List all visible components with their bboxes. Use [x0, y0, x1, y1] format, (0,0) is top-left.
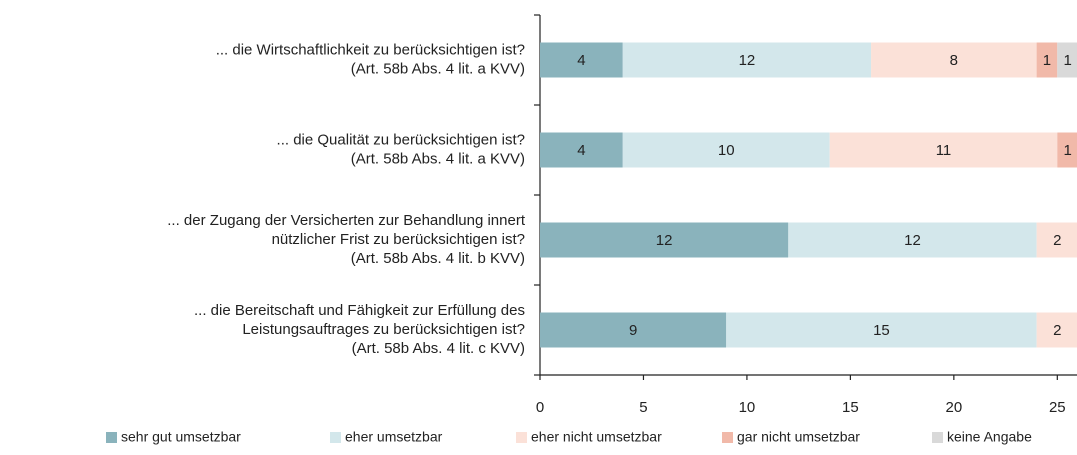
category-label: ... die Wirtschaftlichkeit zu berücksich… — [216, 41, 525, 58]
bar-segment — [1057, 132, 1077, 168]
bar-segment — [1036, 42, 1058, 78]
legend-swatch — [932, 432, 943, 443]
data-label: 9 — [629, 322, 637, 339]
legend-swatch — [516, 432, 527, 443]
bar-segment — [1036, 222, 1077, 258]
x-tick-label: 25 — [1049, 399, 1066, 416]
bar-segment — [788, 222, 1037, 258]
legend-swatch — [106, 432, 117, 443]
legend-label: gar nicht umsetzbar — [737, 429, 860, 445]
data-label: 15 — [873, 322, 890, 339]
category-label: ... die Qualität zu berücksichtigen ist? — [277, 131, 525, 148]
data-label: 1 — [1043, 52, 1051, 69]
bar-segment — [540, 132, 623, 168]
data-label: 10 — [718, 142, 735, 159]
bar-segment — [1057, 42, 1077, 78]
bar-segment — [622, 132, 830, 168]
legend-label: sehr gut umsetzbar — [121, 429, 241, 445]
bar-segment — [871, 42, 1037, 78]
x-tick-label: 15 — [842, 399, 859, 416]
legend-swatch — [330, 432, 341, 443]
x-tick-label: 20 — [946, 399, 963, 416]
category-label: (Art. 58b Abs. 4 lit. c KVV) — [352, 340, 525, 357]
data-label: 4 — [577, 52, 585, 69]
x-tick-label: 5 — [639, 399, 647, 416]
data-label: 1 — [1063, 142, 1071, 159]
category-label: Leistungsauftrages zu berücksichtigen is… — [242, 321, 525, 338]
data-label: 4 — [577, 142, 585, 159]
category-label: ... die Bereitschaft und Fähigkeit zur E… — [194, 302, 525, 319]
x-tick-label: 0 — [536, 399, 544, 416]
legend-label: eher umsetzbar — [345, 429, 443, 445]
bar-segment — [540, 222, 789, 258]
data-label: 12 — [656, 232, 673, 249]
data-label: 12 — [904, 232, 921, 249]
category-label: (Art. 58b Abs. 4 lit. a KVV) — [351, 60, 525, 77]
data-label: 2 — [1053, 232, 1061, 249]
data-label: 11 — [936, 142, 952, 159]
x-tick-label: 10 — [739, 399, 756, 416]
bar-segment — [829, 132, 1058, 168]
category-label: ... der Zugang der Versicherten zur Beha… — [167, 212, 526, 229]
category-label: nützlicher Frist zu berücksichtigen ist? — [272, 231, 525, 248]
category-label: (Art. 58b Abs. 4 lit. b KVV) — [351, 250, 525, 267]
bar-segment — [1036, 312, 1077, 348]
legend-swatch — [722, 432, 733, 443]
bar-segment — [726, 312, 1037, 348]
data-label: 1 — [1063, 52, 1071, 69]
category-label: (Art. 58b Abs. 4 lit. a KVV) — [351, 150, 525, 167]
bar-segment — [622, 42, 872, 78]
data-label: 12 — [739, 52, 756, 69]
legend-label: eher nicht umsetzbar — [531, 429, 662, 445]
bar-segment — [540, 42, 623, 78]
bar-segment — [540, 312, 727, 348]
legend-label: keine Angabe — [947, 429, 1032, 445]
data-label: 2 — [1053, 322, 1061, 339]
data-label: 8 — [950, 52, 958, 69]
